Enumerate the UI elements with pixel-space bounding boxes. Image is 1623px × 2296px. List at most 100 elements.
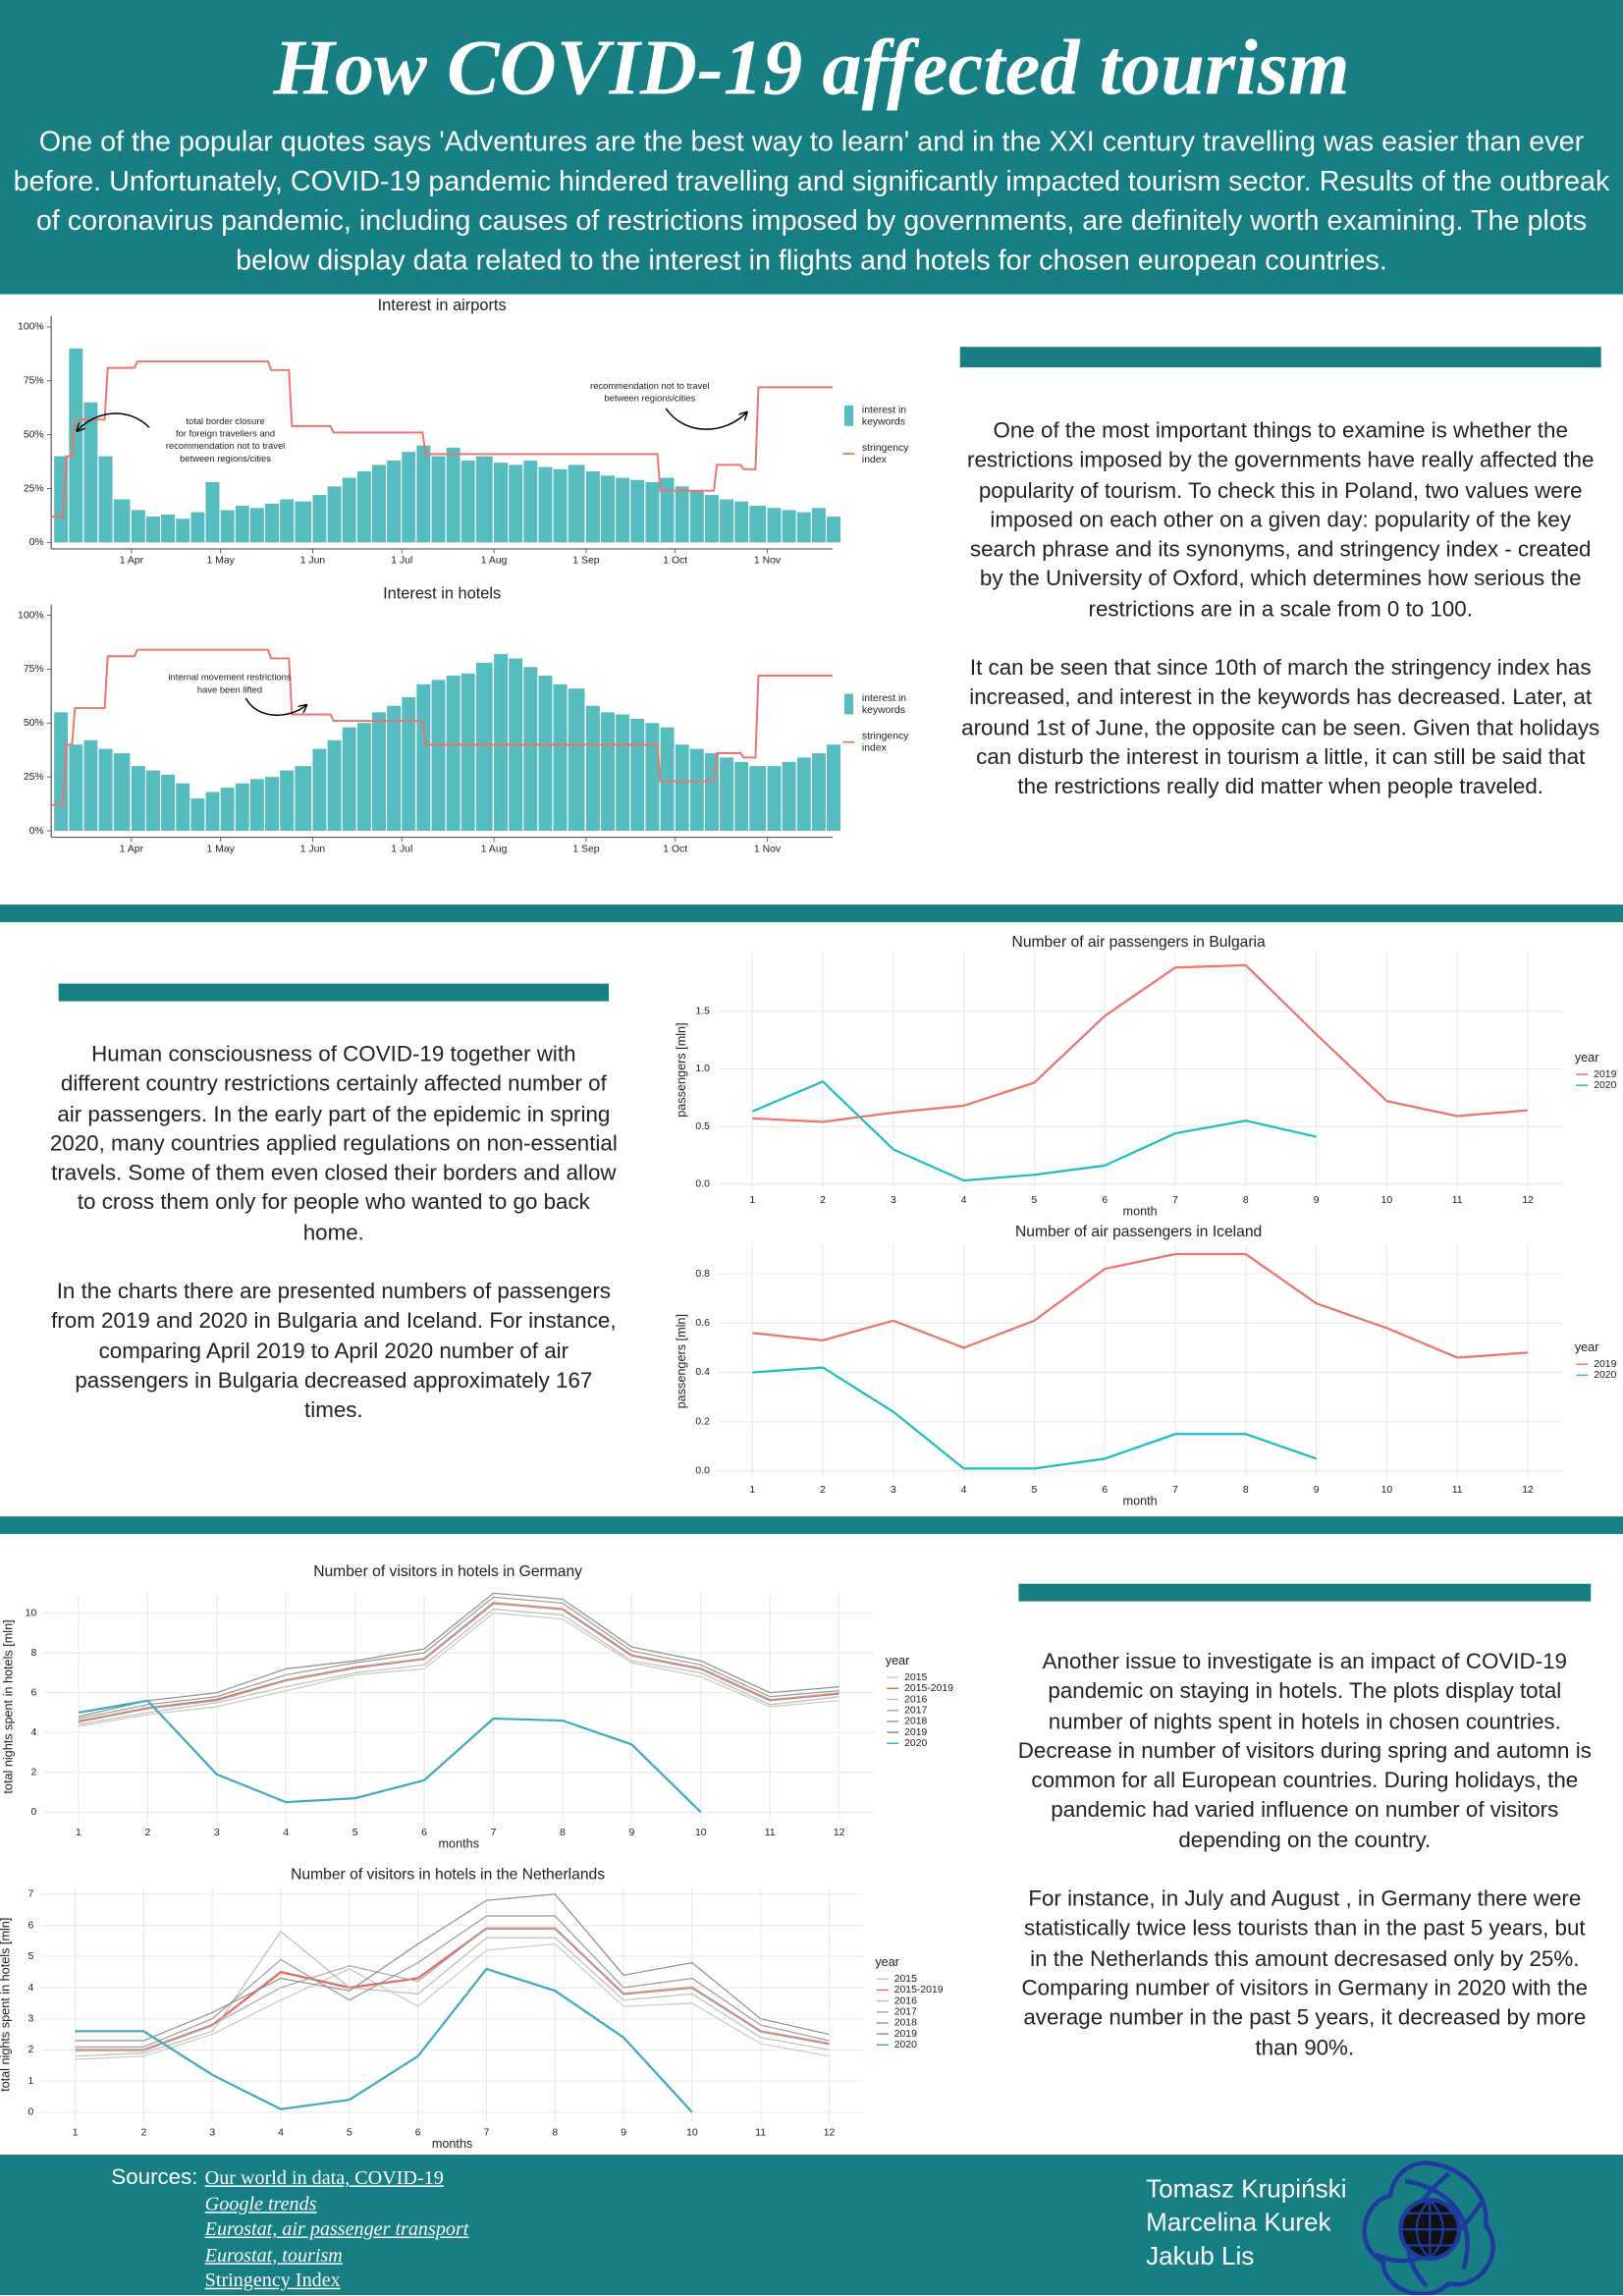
bar: [460, 673, 475, 832]
x-tick-label: 4: [278, 2127, 284, 2138]
x-tick-label: 6: [1102, 1485, 1108, 1496]
y-tick-label: 10: [26, 1608, 37, 1618]
paragraph: Human consciousness of COVID-19 together…: [49, 1042, 618, 1246]
x-tick-label: 1 Jun: [300, 844, 326, 854]
x-tick-label: 10: [695, 1828, 707, 1838]
source-link[interactable]: Google trends: [204, 2192, 317, 2214]
bar: [601, 712, 615, 832]
legend-label: 2018: [904, 1717, 927, 1727]
legend-title: year: [886, 1654, 910, 1667]
bar: [475, 456, 493, 543]
legend-label: 2020: [1594, 1370, 1616, 1381]
annotation: recommendation not to travel: [166, 440, 285, 451]
bar: [796, 512, 811, 543]
author: Jakub Lis: [1146, 2241, 1255, 2270]
bar: [280, 499, 295, 543]
bar: [265, 503, 279, 543]
y-tick-label: 8: [30, 1648, 36, 1659]
x-tick-label: 1 Jul: [391, 556, 412, 567]
legend-label: 2015-2019: [904, 1683, 953, 1694]
legend-label: 2019: [904, 1727, 927, 1738]
bar: [235, 783, 249, 832]
bar: [146, 770, 160, 832]
y-tick-label: 0: [30, 1807, 36, 1818]
annotation: for foreign travellers and: [176, 427, 275, 438]
bar: [811, 508, 826, 543]
x-axis-label: months: [439, 1836, 480, 1850]
legend-label: 2017: [904, 1705, 927, 1716]
bar: [660, 477, 675, 543]
legend-label: 2017: [894, 2006, 917, 2017]
annotation: have been lifted: [197, 683, 262, 694]
x-tick-label: 11: [1452, 1195, 1463, 1206]
bar: [280, 770, 295, 832]
y-tick-label: 1.5: [695, 1007, 710, 1017]
x-tick-label: 2: [144, 1828, 150, 1838]
bar: [645, 723, 660, 832]
legend-label: 2016: [904, 1694, 927, 1705]
bar: [190, 512, 205, 543]
x-tick-label: 2: [820, 1485, 826, 1496]
bar: [387, 705, 402, 832]
legend-title: year: [1575, 1051, 1599, 1065]
y-tick-label: 0.0: [695, 1466, 710, 1477]
series-line: [78, 1612, 839, 1727]
sources-label: Sources:: [111, 2164, 198, 2190]
chart-title: Number of air passengers in Bulgaria: [1012, 934, 1267, 951]
x-tick-label: 5: [1032, 1485, 1038, 1496]
bar: [190, 798, 205, 832]
bar: [675, 486, 689, 543]
paragraph: For instance, in July and August , in Ge…: [1021, 1886, 1589, 2061]
source-link[interactable]: Our world in data, COVID-19: [204, 2165, 444, 2189]
bar: [585, 705, 600, 832]
logo: [1362, 2160, 1495, 2296]
legend-label: 2019: [1594, 1069, 1616, 1080]
y-tick-label: 100%: [18, 610, 44, 621]
bar: [265, 777, 279, 832]
y-axis-label: passengers [mln]: [675, 1314, 688, 1408]
x-tick-label: 9: [1314, 1485, 1320, 1496]
paragraph: Another issue to investigate is an impac…: [1017, 1649, 1592, 1853]
bar: [312, 495, 327, 543]
bar: [494, 463, 509, 543]
bar: [235, 506, 249, 543]
x-tick-label: 1 Aug: [481, 556, 508, 567]
bar: [83, 402, 98, 543]
source-link[interactable]: Eurostat, air passenger transport: [204, 2217, 469, 2240]
legend-title: year: [875, 1955, 899, 1969]
legend-key: [844, 405, 853, 426]
x-tick-label: 4: [961, 1485, 967, 1496]
title: How COVID-19 affected tourism: [273, 23, 1350, 112]
x-tick-label: 11: [1452, 1485, 1463, 1496]
x-tick-label: 5: [352, 1828, 358, 1838]
bar: [660, 727, 675, 832]
bar: [176, 519, 190, 543]
annotation-arrow: [244, 697, 305, 716]
x-tick-label: 12: [1522, 1195, 1534, 1206]
bar: [767, 508, 782, 543]
legend-label: stringency index: [862, 443, 909, 465]
bar: [538, 676, 553, 832]
bar: [356, 723, 371, 832]
source-link[interactable]: Stringency Index: [204, 2269, 341, 2291]
bar: [113, 753, 131, 832]
series-line: [75, 1928, 830, 2051]
header-band: [0, 0, 1623, 295]
chart-title: Interest in hotels: [383, 584, 501, 602]
x-tick-label: 1: [749, 1195, 755, 1206]
y-tick-label: 2: [27, 2045, 33, 2055]
bar: [98, 748, 113, 832]
x-tick-label: 8: [560, 1828, 566, 1838]
bar: [494, 654, 509, 832]
y-tick-label: 4: [27, 1983, 33, 1994]
bar: [69, 744, 83, 832]
x-tick-label: 10: [1381, 1195, 1393, 1206]
source-link[interactable]: Eurostat, tourism: [204, 2243, 343, 2266]
bar: [416, 445, 431, 543]
y-tick-label: 25%: [24, 483, 44, 494]
x-tick-label: 6: [415, 2127, 421, 2138]
bar: [616, 477, 630, 543]
series-line: [752, 1366, 1317, 1470]
series-line: [78, 1596, 839, 1720]
